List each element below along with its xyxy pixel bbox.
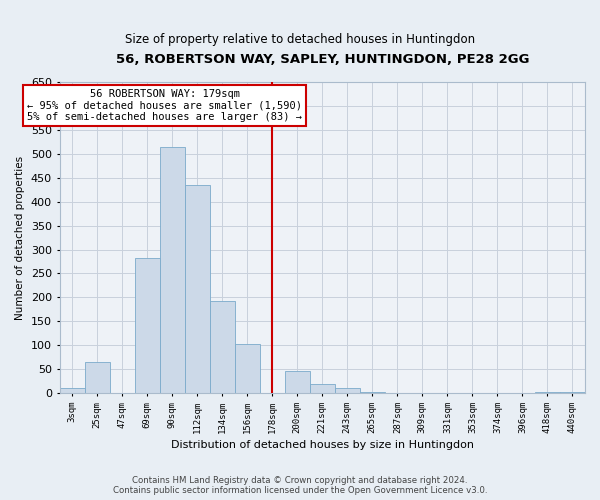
Text: Size of property relative to detached houses in Huntingdon: Size of property relative to detached ho…: [125, 32, 475, 46]
Text: Contains HM Land Registry data © Crown copyright and database right 2024.
Contai: Contains HM Land Registry data © Crown c…: [113, 476, 487, 495]
Bar: [310, 384, 335, 393]
Text: 56 ROBERTSON WAY: 179sqm
← 95% of detached houses are smaller (1,590)
5% of semi: 56 ROBERTSON WAY: 179sqm ← 95% of detach…: [27, 89, 302, 122]
Bar: [185, 185, 209, 393]
Bar: [360, 392, 385, 393]
Bar: [160, 146, 185, 393]
Bar: [335, 388, 360, 393]
Bar: [85, 362, 110, 393]
Bar: [59, 388, 85, 393]
X-axis label: Distribution of detached houses by size in Huntingdon: Distribution of detached houses by size …: [171, 440, 474, 450]
Bar: [209, 301, 235, 393]
Y-axis label: Number of detached properties: Number of detached properties: [15, 156, 25, 320]
Bar: [134, 258, 160, 393]
Bar: [235, 344, 260, 393]
Title: 56, ROBERTSON WAY, SAPLEY, HUNTINGDON, PE28 2GG: 56, ROBERTSON WAY, SAPLEY, HUNTINGDON, P…: [115, 52, 529, 66]
Bar: [535, 392, 560, 393]
Bar: [285, 370, 310, 393]
Bar: [560, 392, 585, 393]
